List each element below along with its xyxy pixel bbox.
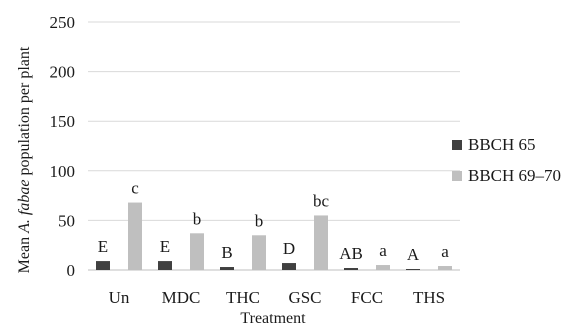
y-axis-ticks: 0 50 100 150 200 250 xyxy=(50,13,76,280)
y-axis-title: Mean A. fabae population per plant xyxy=(16,46,33,273)
bar-GSC-series1 xyxy=(282,263,296,270)
x-tick-label: Un xyxy=(109,288,130,307)
data-label-GSC-series1: D xyxy=(283,239,295,258)
gridlines xyxy=(88,21,460,221)
bar-THS-series1 xyxy=(406,269,420,270)
data-label-THS-series1: A xyxy=(407,245,420,264)
y-tick-label: 50 xyxy=(58,211,75,230)
y-tick-label: 0 xyxy=(67,261,76,280)
bar-MDC-series1 xyxy=(158,261,172,270)
bar-group xyxy=(96,202,452,270)
legend-swatch-series1 xyxy=(452,140,462,150)
data-label-MDC-series2: b xyxy=(193,209,202,228)
x-tick-label: MDC xyxy=(162,288,201,307)
y-tick-label: 200 xyxy=(50,63,76,82)
y-tick-label: 100 xyxy=(50,162,76,181)
x-axis-ticks: Un MDC THC GSC FCC THS xyxy=(109,288,445,307)
x-tick-label: FCC xyxy=(351,288,383,307)
bar-THC-series1 xyxy=(220,267,234,270)
y-axis-title-species: A. fabae xyxy=(16,180,33,234)
data-label-Un-series2: c xyxy=(131,179,139,198)
data-label-MDC-series1: E xyxy=(160,237,170,256)
y-tick-label: 250 xyxy=(50,13,76,32)
bar-GSC-series2 xyxy=(314,215,328,270)
x-tick-label: GSC xyxy=(288,288,321,307)
data-label-Un-series1: E xyxy=(98,237,108,256)
bar-FCC-series1 xyxy=(344,268,358,270)
y-axis-title-prefix: Mean xyxy=(16,233,33,273)
bar-FCC-series2 xyxy=(376,265,390,270)
data-label-FCC-series1: AB xyxy=(339,244,363,263)
data-label-THS-series2: a xyxy=(441,242,449,261)
data-label-FCC-series2: a xyxy=(379,241,387,260)
bar-Un-series2 xyxy=(128,202,142,270)
bar-MDC-series2 xyxy=(190,233,204,270)
y-tick-label: 150 xyxy=(50,112,76,131)
bar-Un-series1 xyxy=(96,261,110,270)
bar-THS-series2 xyxy=(438,266,452,270)
bar-THC-series2 xyxy=(252,235,266,270)
y-axis-title-suffix: population per plant xyxy=(16,46,33,179)
data-label-THC-series1: B xyxy=(221,243,232,262)
x-tick-label: THS xyxy=(413,288,445,307)
legend-swatch-series2 xyxy=(452,171,462,181)
data-label-GSC-series2: bc xyxy=(313,191,330,210)
x-axis-title: Treatment xyxy=(240,310,306,327)
x-tick-label: THC xyxy=(226,288,260,307)
legend-label-series2: BBCH 69–70 xyxy=(468,166,561,185)
legend: BBCH 65 BBCH 69–70 xyxy=(452,135,561,185)
legend-label-series1: BBCH 65 xyxy=(468,135,536,154)
data-label-THC-series2: b xyxy=(255,211,264,230)
